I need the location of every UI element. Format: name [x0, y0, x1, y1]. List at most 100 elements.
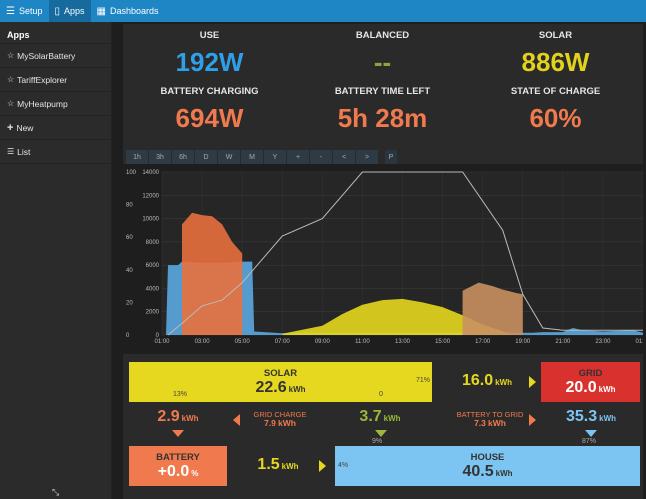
y-tick-label: 8000	[146, 240, 160, 246]
x-tick-label: 09:00	[315, 339, 331, 345]
power-toggle-button[interactable]: P	[385, 150, 397, 164]
stat-balanced: BALANCED --	[296, 30, 469, 78]
stat-value: 60%	[529, 103, 582, 133]
battery-in-value: 2.9	[157, 408, 180, 425]
range-6h-button[interactable]: 6h	[172, 150, 194, 164]
stat-value: 694W	[175, 103, 244, 133]
stat-value: 192W	[175, 47, 244, 77]
zoom-in-button[interactable]: +	[287, 150, 309, 164]
sidebar-title: Apps	[0, 22, 111, 44]
grid-charge-flow: GRID CHARGE 7.9 kWh	[243, 410, 317, 428]
battery-box: BATTERY +0.0%	[129, 446, 227, 486]
y-left-tick-label: 20	[126, 300, 133, 306]
grid-box-unit: kWh	[598, 384, 616, 394]
zoom-out-button[interactable]: -	[310, 150, 332, 164]
solar-box-value: 22.6	[255, 378, 287, 396]
battery-box-unit: %	[191, 468, 199, 478]
range-3h-button[interactable]: 3h	[149, 150, 171, 164]
sidebar-item-myheatpump[interactable]: ☆ MyHeatpump	[0, 92, 111, 116]
solar-pct-left: 13%	[173, 391, 188, 398]
stat-label: SOLAR	[538, 30, 573, 41]
house-box: HOUSE 40.5 kWh 4%	[335, 446, 640, 486]
x-tick-label: 03:00	[195, 339, 211, 345]
sidebar-item-list[interactable]: ☰ List	[0, 140, 111, 164]
sidebar: Apps ☆ MySolarBattery ☆ TariffExplorer ☆ My…	[0, 22, 112, 499]
dashboards-button[interactable]: ▦ Dashboards	[91, 0, 165, 22]
house-box-value: 40.5	[462, 462, 494, 480]
solar-box-unit: kWh	[288, 384, 306, 394]
x-tick-label: 15:00	[435, 339, 451, 345]
battery-in-flow: 2.9 kWh	[153, 408, 203, 426]
range-1h-button[interactable]: 1h	[126, 150, 148, 164]
range-week-button[interactable]: W	[218, 150, 240, 164]
series-line	[167, 171, 643, 336]
stat-value: --	[373, 47, 392, 77]
arrow-left-icon	[233, 414, 240, 426]
x-tick-label: 21:00	[555, 339, 571, 345]
solar-to-grid-flow: 16.0 kWh	[457, 372, 517, 390]
battery-in-unit: kWh	[181, 414, 199, 423]
resize-icon[interactable]: ⤡	[52, 487, 60, 497]
stat-value: 5h 28m	[337, 103, 428, 133]
x-tick-label: 13:00	[395, 339, 411, 345]
setup-button[interactable]: ☰ Setup	[0, 0, 49, 22]
list-icon: ☰	[7, 147, 15, 156]
power-chart: 1h 3h 6h D W M Y + - < > P 0 2000 4000 6000…	[123, 150, 643, 346]
chart-svg[interactable]: 0 2000 4000 6000 8000 10000 12000 14000 0 20 40 60 8…	[123, 150, 643, 346]
stat-label: BALANCED	[355, 30, 410, 41]
x-tick-label: 01:00	[154, 339, 170, 345]
battery-box-value: +0.0	[157, 462, 190, 480]
y-tick-label: 10000	[142, 217, 159, 223]
star-outline-icon: ☆	[7, 99, 15, 108]
plus-icon: +	[7, 121, 14, 134]
grid-to-house-value: 35.3	[565, 408, 598, 425]
y-tick-label: 12000	[142, 193, 159, 199]
x-tick-label: 11:00	[355, 339, 370, 345]
x-tick-label: 23:00	[595, 339, 611, 345]
y-tick-label: 2000	[146, 310, 160, 316]
pan-right-button[interactable]: >	[356, 150, 378, 164]
house-box-unit: kWh	[495, 468, 513, 478]
solar-pct-mid: 0	[379, 391, 383, 398]
stat-solar: SOLAR 886W	[469, 30, 642, 78]
battery-to-grid-value: 7.3	[474, 418, 486, 428]
x-tick-label: 19:00	[515, 339, 531, 345]
main-content: USE 192W BALANCED -- SOLAR 886W BATTERY …	[113, 22, 646, 499]
grid-box-label: GRID	[578, 367, 603, 379]
stat-battery-charging: BATTERY CHARGING 694W	[123, 86, 296, 134]
range-month-button[interactable]: M	[241, 150, 263, 164]
y-left-tick-label: 100	[126, 170, 137, 176]
stat-label: BATTERY CHARGING	[160, 86, 259, 97]
solar-to-grid-value: 16.0	[461, 372, 494, 389]
solar-pct-right: 71%	[416, 377, 431, 384]
grid-charge-label: GRID CHARGE	[253, 410, 307, 419]
range-year-button[interactable]: Y	[264, 150, 286, 164]
arrow-right-icon	[319, 460, 326, 472]
range-day-button[interactable]: D	[195, 150, 217, 164]
battery-to-house-value: 1.5	[257, 456, 280, 473]
apps-button[interactable]: ▯ Apps	[48, 0, 91, 22]
sidebar-item-tariffexplorer[interactable]: ☆ TariffExplorer	[0, 68, 111, 92]
sidebar-item-new[interactable]: + New	[0, 116, 111, 140]
pan-left-button[interactable]: <	[333, 150, 355, 164]
battery-box-label: BATTERY	[156, 451, 200, 463]
stats-panel: USE 192W BALANCED -- SOLAR 886W BATTERY …	[123, 24, 643, 164]
solar-box: SOLAR 22.6 kWh 13% 0 71%	[129, 362, 432, 402]
mobile-icon: ▯	[54, 5, 61, 17]
x-tick-label: 05:00	[235, 339, 251, 345]
solar-direct-value: 3.7	[359, 408, 382, 425]
grid-box: GRID 20.0 kWh	[541, 362, 640, 402]
stat-label: BATTERY TIME LEFT	[334, 86, 431, 97]
series-area	[282, 298, 513, 335]
y-left-tick-label: 0	[126, 333, 130, 339]
grid-charge-value: 7.9	[264, 418, 276, 428]
star-outline-icon: ☆	[7, 75, 15, 84]
arrow-right-icon	[529, 414, 536, 426]
solar-direct-flow: 3.7 kWh	[355, 408, 405, 426]
top-navbar: ☰ Setup ▯ Apps ▦ Dashboards	[0, 0, 646, 22]
dashboard-icon: ▦	[96, 5, 106, 17]
grid-box-value: 20.0	[565, 378, 597, 396]
solar-direct-unit: kWh	[383, 414, 401, 423]
x-tick-label: 07:00	[275, 339, 291, 345]
sidebar-item-mysolarbattery[interactable]: ☆ MySolarBattery	[0, 44, 111, 68]
